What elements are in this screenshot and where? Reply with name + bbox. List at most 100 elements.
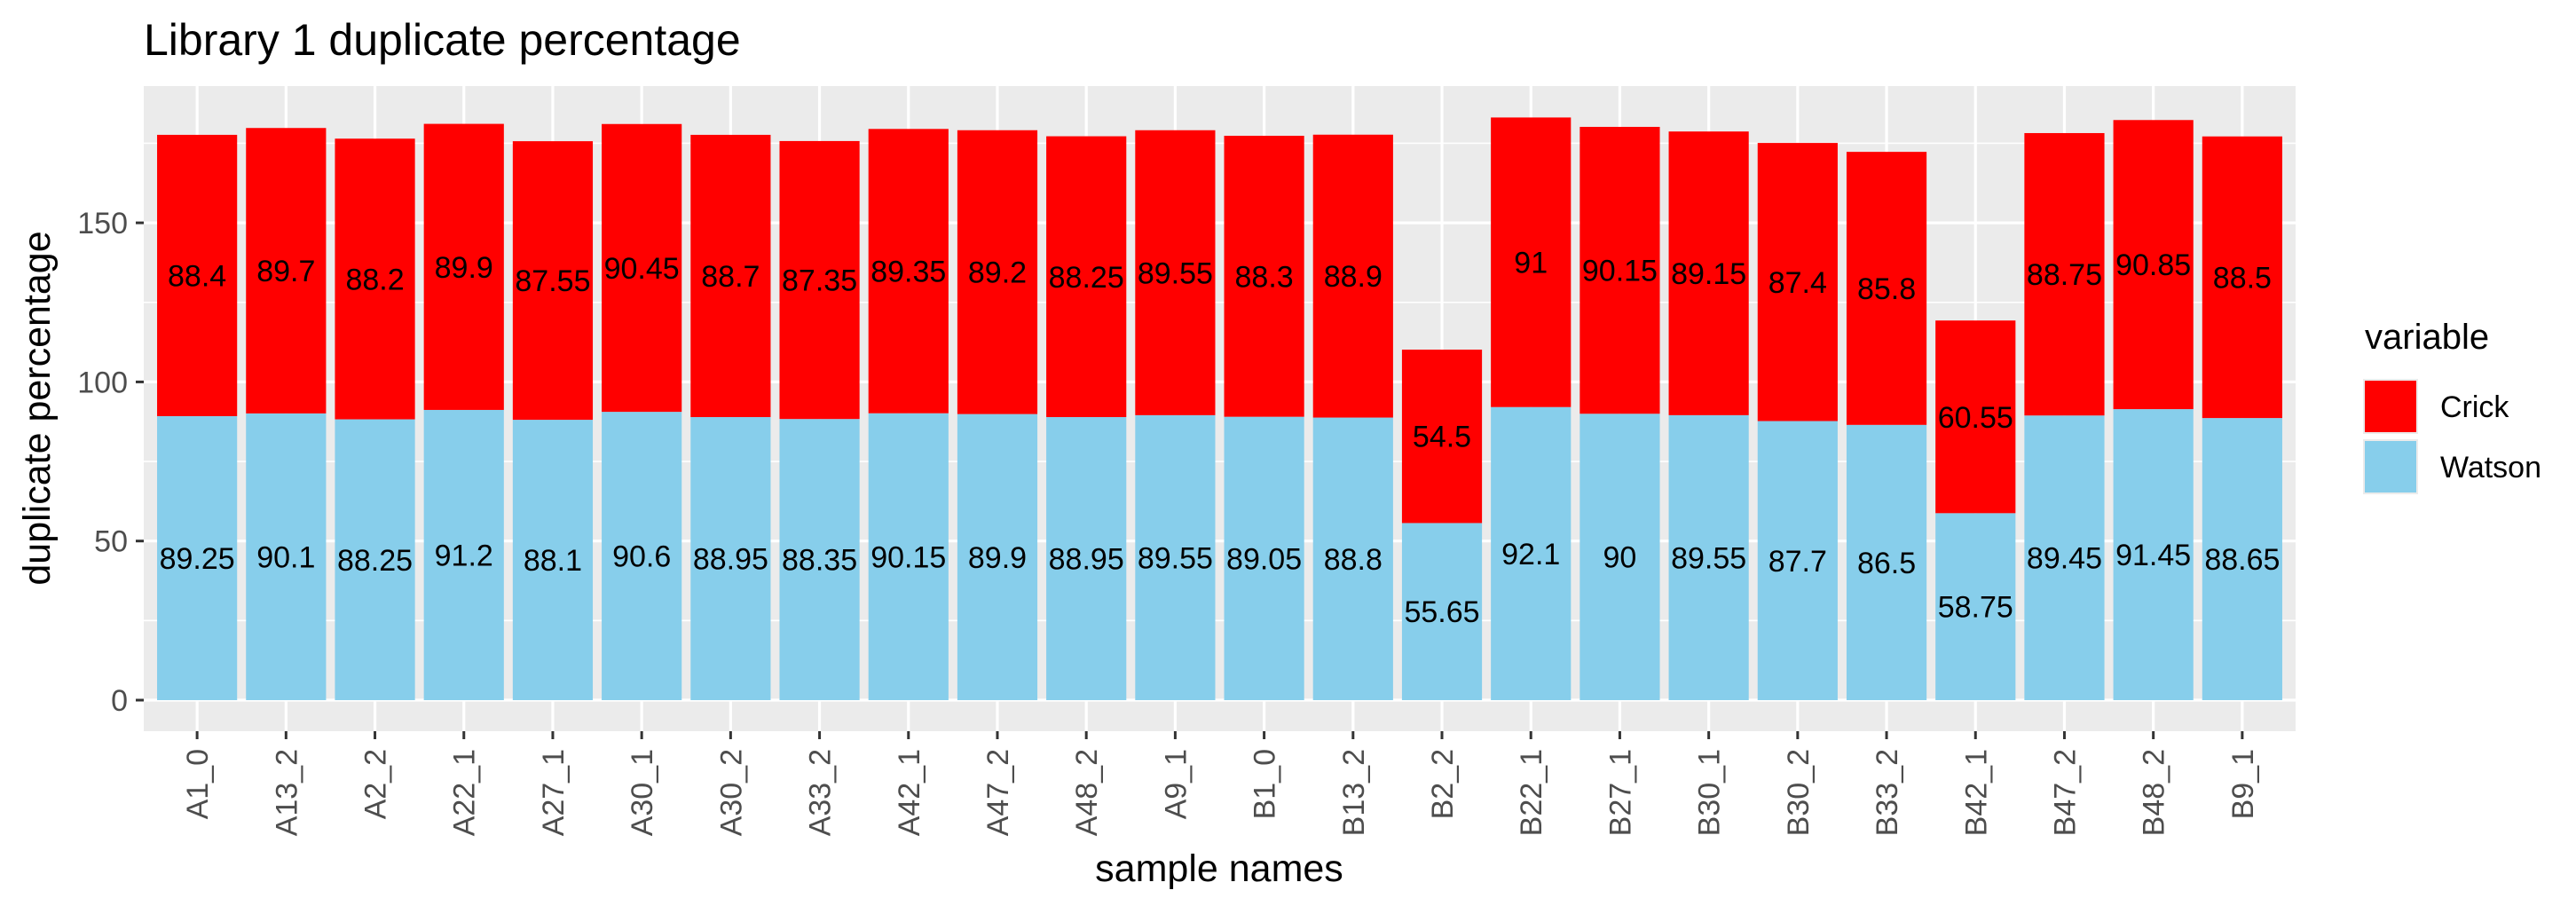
bar-crick <box>1668 131 1749 415</box>
bar-label-crick: 89.7 <box>256 255 315 288</box>
bar-label-watson: 89.55 <box>1138 541 1213 575</box>
bar-label-crick: 85.8 <box>1857 272 1916 306</box>
bar-crick <box>2202 136 2282 419</box>
bar-crick <box>1491 117 1572 407</box>
bar-label-crick: 89.9 <box>435 251 493 285</box>
bar-crick <box>1312 134 1393 418</box>
bar-watson <box>1401 523 1483 700</box>
bar-label-watson: 86.5 <box>1857 547 1916 580</box>
bar-crick <box>2113 120 2194 410</box>
bar-label-watson: 90.6 <box>612 540 671 574</box>
bar-crick <box>335 138 415 420</box>
bar-label-watson: 87.7 <box>1769 545 1827 579</box>
bar-watson <box>868 413 949 700</box>
bar-label-watson: 88.95 <box>693 543 768 577</box>
x-tick-label: B42_1 <box>1959 749 1993 836</box>
bar-label-watson: 89.9 <box>968 541 1027 575</box>
bar-watson <box>1579 414 1660 700</box>
bar-crick <box>423 123 504 410</box>
bar-watson <box>335 419 415 700</box>
bar-label-crick: 88.9 <box>1324 260 1383 294</box>
bar-label-watson: 92.1 <box>1501 538 1560 571</box>
x-tick-label: B2_2 <box>1426 749 1460 819</box>
y-tick-label: 0 <box>111 684 128 718</box>
bar-crick <box>1579 126 1660 414</box>
bar-label-crick: 88.4 <box>168 259 226 293</box>
bar-label-crick: 88.5 <box>2213 261 2272 295</box>
bar-watson <box>2202 418 2282 700</box>
bar-watson <box>246 413 327 700</box>
legend-title: variable <box>2365 318 2489 357</box>
legend-label-crick: Crick <box>2440 390 2509 424</box>
bar-label-watson: 90 <box>1603 541 1637 575</box>
chart-title: Library 1 duplicate percentage <box>144 15 741 65</box>
bar-watson <box>602 412 682 700</box>
bar-label-crick: 89.35 <box>870 256 946 289</box>
bar-watson <box>1135 414 1216 700</box>
bar-crick <box>1935 320 2016 514</box>
x-tick-label: A30_2 <box>714 749 748 836</box>
bar-crick <box>246 128 327 414</box>
bar-label-crick: 89.55 <box>1138 256 1213 290</box>
y-axis-title: duplicate percentage <box>16 231 59 585</box>
bar-label-crick: 54.5 <box>1413 421 1471 454</box>
bar-watson <box>1668 414 1749 700</box>
bar-crick <box>690 134 771 418</box>
bar-crick <box>512 141 594 421</box>
bar-label-watson: 89.45 <box>2027 542 2102 576</box>
bar-label-watson: 88.95 <box>1049 543 1124 577</box>
y-tick-label: 50 <box>94 525 128 559</box>
bar-watson <box>957 414 1038 700</box>
bar-crick <box>2024 132 2105 416</box>
bar-label-crick: 87.35 <box>782 264 857 298</box>
x-tick-label: A33_2 <box>804 749 838 836</box>
bar-label-watson: 90.1 <box>256 540 315 574</box>
bar-label-watson: 89.25 <box>160 542 235 576</box>
y-tick-label: 150 <box>77 207 128 240</box>
bar-label-crick: 60.55 <box>1938 401 2013 435</box>
bar-label-crick: 90.85 <box>2115 248 2191 282</box>
x-axis: A1_0 A13_2 A2_2 A22_1 A27_1 A30_1 A30_2 A33_2 A4… <box>181 731 2260 836</box>
y-axis: 0 50 100 150 <box>77 207 144 718</box>
bar-watson <box>1312 417 1393 700</box>
x-tick-label: A30_1 <box>626 749 659 836</box>
x-tick-label: A47_2 <box>981 749 1015 836</box>
bar-label-crick: 89.2 <box>968 256 1027 290</box>
bar-watson <box>1491 406 1572 700</box>
x-tick-label: B48_2 <box>2138 749 2171 836</box>
y-tick-label: 100 <box>77 366 128 399</box>
bar-label-crick: 87.4 <box>1769 266 1827 300</box>
bar-crick <box>779 140 860 420</box>
bar-watson <box>2024 415 2105 700</box>
x-tick-label: B1_0 <box>1249 749 1282 819</box>
bar-crick <box>1757 143 1838 421</box>
x-tick-label: B33_2 <box>1871 749 1904 836</box>
bar-label-crick: 87.55 <box>515 264 590 298</box>
bar-watson <box>512 420 594 700</box>
bar-label-watson: 90.15 <box>870 540 946 574</box>
x-tick-label: A27_1 <box>537 749 571 836</box>
bar-label-crick: 90.45 <box>604 252 680 286</box>
bar-watson <box>1757 421 1838 700</box>
x-tick-label: B30_2 <box>1782 749 1816 836</box>
x-tick-label: A9_1 <box>1159 749 1193 819</box>
x-tick-label: A48_2 <box>1070 749 1104 836</box>
x-tick-label: A1_0 <box>181 749 215 819</box>
x-tick-label: B13_2 <box>1337 749 1371 836</box>
bar-label-watson: 88.25 <box>337 544 413 578</box>
bar-label-watson: 58.75 <box>1938 591 2013 625</box>
x-tick-label: A22_1 <box>448 749 482 836</box>
bar-watson <box>1846 424 1927 700</box>
x-tick-label: B27_1 <box>1603 749 1637 836</box>
x-tick-label: A42_1 <box>893 749 926 836</box>
bar-label-watson: 88.1 <box>524 544 582 578</box>
bar-label-watson: 89.55 <box>1671 541 1746 575</box>
x-tick-label: A13_2 <box>270 749 303 836</box>
bar-label-crick: 91 <box>1514 247 1548 280</box>
bar-label-watson: 88.65 <box>2204 543 2280 577</box>
bar-watson <box>1935 513 2016 700</box>
bar-label-watson: 91.45 <box>2115 539 2191 572</box>
bar-crick <box>1401 350 1483 524</box>
bar-label-crick: 88.3 <box>1235 260 1294 294</box>
x-axis-title: sample names <box>1095 847 1343 890</box>
